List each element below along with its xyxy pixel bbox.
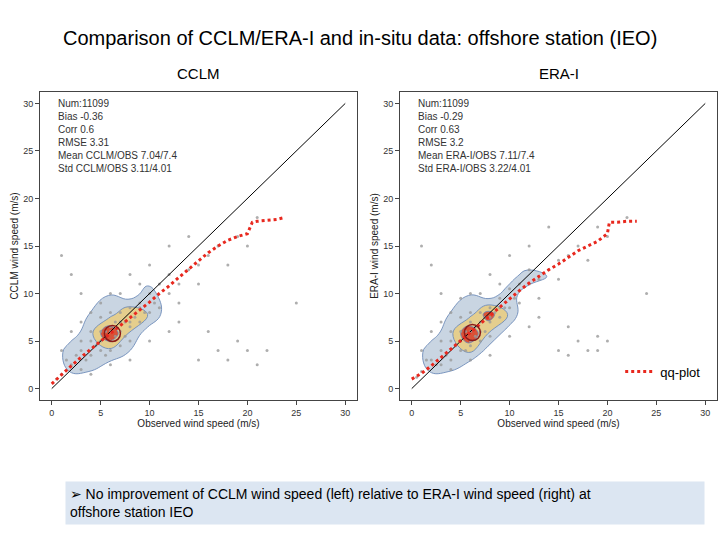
svg-text:10: 10 bbox=[23, 289, 33, 299]
svg-text:20: 20 bbox=[383, 194, 393, 204]
svg-text:Observed wind speed (m/s): Observed wind speed (m/s) bbox=[137, 418, 259, 429]
svg-text:20: 20 bbox=[602, 408, 612, 418]
svg-text:5: 5 bbox=[98, 408, 103, 418]
svg-text:0: 0 bbox=[388, 384, 393, 394]
svg-text:30: 30 bbox=[383, 99, 393, 109]
svg-text:5: 5 bbox=[388, 336, 393, 346]
svg-text:5: 5 bbox=[458, 408, 463, 418]
svg-text:10: 10 bbox=[383, 289, 393, 299]
svg-text:CCLM: CCLM bbox=[177, 65, 220, 82]
svg-text:CCLM wind speed (m/s): CCLM wind speed (m/s) bbox=[9, 192, 20, 299]
svg-text:Num:11099Bias -0.36Corr 0.6RMS: Num:11099Bias -0.36Corr 0.6RMSE 3.31Mean… bbox=[58, 98, 177, 174]
svg-text:➢ No improvement of CCLM wind: ➢ No improvement of CCLM wind speed (lef… bbox=[70, 486, 591, 520]
svg-text:15: 15 bbox=[383, 241, 393, 251]
svg-text:0: 0 bbox=[409, 408, 414, 418]
svg-text:5: 5 bbox=[28, 336, 33, 346]
svg-text:0: 0 bbox=[49, 408, 54, 418]
svg-text:30: 30 bbox=[23, 99, 33, 109]
svg-text:25: 25 bbox=[23, 146, 33, 156]
svg-text:ERA-I wind speed (m/s): ERA-I wind speed (m/s) bbox=[369, 193, 380, 299]
svg-text:30: 30 bbox=[700, 408, 710, 418]
svg-text:15: 15 bbox=[23, 241, 33, 251]
svg-text:15: 15 bbox=[553, 408, 563, 418]
svg-text:25: 25 bbox=[651, 408, 661, 418]
svg-text:15: 15 bbox=[193, 408, 203, 418]
svg-text:25: 25 bbox=[291, 408, 301, 418]
svg-text:10: 10 bbox=[505, 408, 515, 418]
svg-text:Observed wind speed (m/s): Observed wind speed (m/s) bbox=[497, 418, 619, 429]
svg-text:Comparison of CCLM/ERA-I and i: Comparison of CCLM/ERA-I and in-situ dat… bbox=[63, 27, 657, 49]
svg-text:30: 30 bbox=[340, 408, 350, 418]
svg-text:0: 0 bbox=[28, 384, 33, 394]
svg-text:20: 20 bbox=[242, 408, 252, 418]
svg-text:Num:11099Bias -0.29Corr 0.63RM: Num:11099Bias -0.29Corr 0.63RMSE 3.2Mean… bbox=[418, 98, 535, 174]
svg-text:25: 25 bbox=[383, 146, 393, 156]
svg-text:10: 10 bbox=[145, 408, 155, 418]
svg-text:qq-plot: qq-plot bbox=[660, 365, 700, 380]
svg-text:20: 20 bbox=[23, 194, 33, 204]
svg-text:ERA-I: ERA-I bbox=[539, 65, 579, 82]
